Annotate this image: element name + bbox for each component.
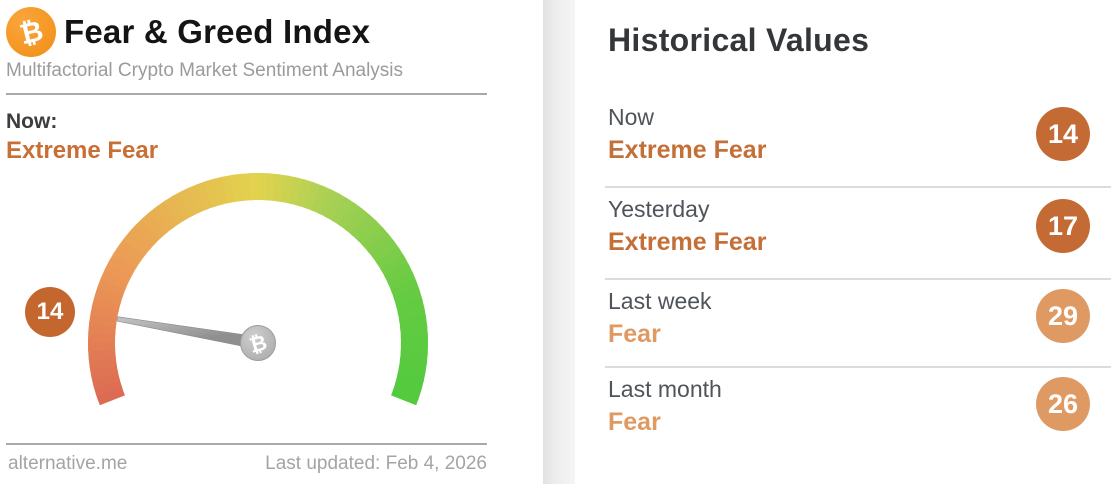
footer-divider xyxy=(6,443,487,445)
row-value-badge: 26 xyxy=(1036,377,1090,431)
panel-gap xyxy=(543,0,575,484)
row-period-label: Last month xyxy=(608,376,722,402)
site-attribution: alternative.me xyxy=(8,453,128,474)
historical-values-panel: Historical Values Now Extreme Fear 14 Ye… xyxy=(575,0,1111,484)
gauge-arc xyxy=(88,173,428,406)
fear-greed-gauge: ₿ xyxy=(88,173,428,406)
row-value-badge: 17 xyxy=(1036,199,1090,253)
now-classification: Extreme Fear xyxy=(6,137,159,164)
header-divider xyxy=(6,93,487,95)
row-classification: Fear xyxy=(608,408,661,436)
gauge-pivot xyxy=(240,325,276,361)
row-classification: Extreme Fear xyxy=(608,228,767,256)
row-period-label: Yesterday xyxy=(608,196,710,222)
row-value-badge: 14 xyxy=(1036,107,1090,161)
row-period-label: Now xyxy=(608,104,655,130)
historical-values-title: Historical Values xyxy=(608,22,870,58)
pivot-bitcoin-symbol: ₿ xyxy=(247,330,270,358)
widget-title: Fear & Greed Index xyxy=(64,13,371,50)
historical-row-last-month: Last month Fear 26 xyxy=(605,368,1111,460)
now-label: Now: xyxy=(6,110,58,133)
historical-row-yesterday: Yesterday Extreme Fear 17 xyxy=(605,188,1111,280)
historical-row-last-week: Last week Fear 29 xyxy=(605,280,1111,368)
row-value-badge: 29 xyxy=(1036,289,1090,343)
historical-row-now: Now Extreme Fear 14 xyxy=(605,96,1111,188)
widget-subtitle: Multifactorial Crypto Market Sentiment A… xyxy=(6,60,404,81)
gauge-arc-segment xyxy=(391,388,420,406)
row-classification: Extreme Fear xyxy=(608,136,767,164)
historical-rows: Now Extreme Fear 14 Yesterday Extreme Fe… xyxy=(605,96,1111,460)
last-updated-text: Last updated: Feb 4, 2026 xyxy=(265,453,487,474)
fear-greed-widget: ₿ Fear & Greed Index Multifactorial Cryp… xyxy=(0,0,543,484)
bitcoin-icon: ₿ xyxy=(6,7,56,57)
row-period-label: Last week xyxy=(608,288,712,314)
row-classification: Fear xyxy=(608,320,661,348)
gauge-value-badge: 14 xyxy=(25,287,75,337)
